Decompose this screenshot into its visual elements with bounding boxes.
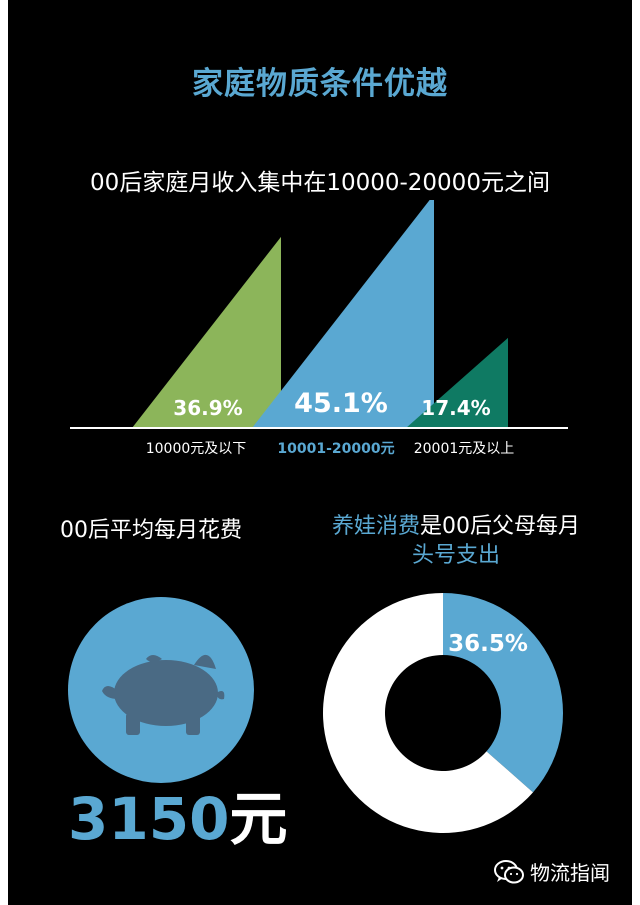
piggy-bank-icon: [102, 654, 225, 735]
spending-title: 00后平均每月花费: [60, 518, 242, 543]
income-chart-title: 00后家庭月收入集中在10000-20000元之间: [90, 170, 550, 196]
income-triangle-3: [406, 337, 508, 428]
income-category-label-2: 10001-20000元: [277, 441, 394, 457]
infographic-panel: 家庭物质条件优越 00后家庭月收入集中在10000-20000元之间 36.9%…: [8, 0, 632, 905]
donut-value-label: 36.5%: [448, 631, 528, 657]
spending-amount-unit: 元: [229, 785, 288, 853]
income-chart: 36.9% 45.1% 17.4% 10000元及以下 10001-20000元 2000…: [70, 200, 568, 457]
kid-spending-title: 养娃消费是00后父母每月 头号支出: [306, 512, 606, 570]
brand-text: 物流指闻: [530, 861, 610, 885]
donut-slice-1: [443, 593, 563, 793]
wechat-icon: [494, 859, 524, 883]
income-value-label-1: 36.9%: [173, 396, 242, 420]
income-value-label-3: 17.4%: [421, 396, 490, 420]
page-title: 家庭物质条件优越: [192, 66, 448, 102]
kid-spending-line2: 头号支出: [411, 543, 500, 568]
spending-amount-value: 3150: [68, 785, 230, 853]
kid-spending-rest: 是00后父母每月: [420, 514, 580, 539]
brand-mark: 物流指闻: [494, 857, 610, 886]
income-category-label-1: 10000元及以下: [146, 441, 247, 457]
income-triangle-2: [252, 200, 434, 428]
donut-slice-2: [323, 593, 534, 833]
piggy-bank-circle: [68, 597, 254, 783]
donut-chart: 36.5%: [323, 593, 563, 833]
income-category-label-3: 20001元及以上: [414, 441, 515, 457]
spending-amount: 3150元: [68, 772, 287, 856]
income-value-label-2: 45.1%: [294, 388, 388, 419]
kid-spending-highlight: 养娃消费: [331, 514, 420, 539]
